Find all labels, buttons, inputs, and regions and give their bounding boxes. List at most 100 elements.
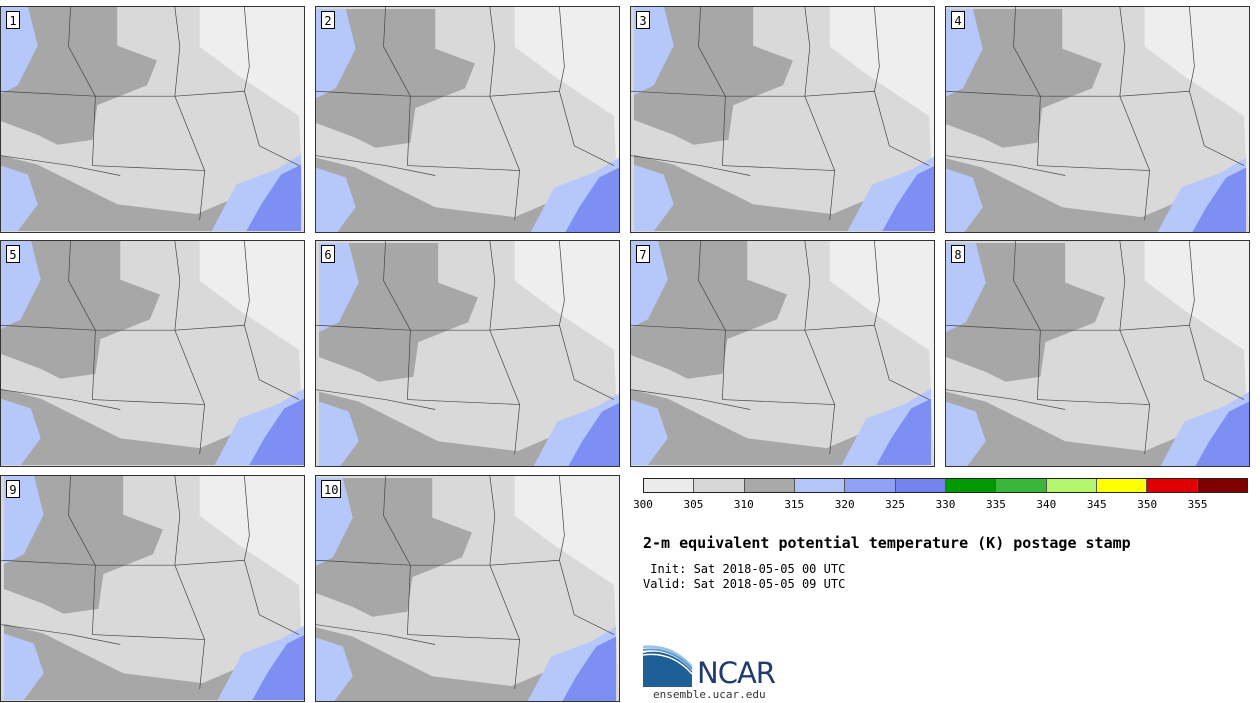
- state-boundary: [559, 7, 615, 166]
- colorbar-segment: [1147, 479, 1198, 492]
- state-boundary: [1, 324, 245, 331]
- field-region: [631, 399, 668, 466]
- state-boundary: [559, 476, 615, 635]
- state-boundary: [1013, 241, 1041, 400]
- plot-title: 2-m equivalent potential temperature (K)…: [643, 534, 1131, 552]
- member-label: 6: [321, 245, 335, 263]
- colorbar-segment: [644, 479, 695, 492]
- field-region: [633, 7, 674, 96]
- field-region: [633, 7, 793, 145]
- field-region: [876, 398, 932, 466]
- state-boundary: [698, 7, 726, 166]
- colorbar-segment: [1197, 479, 1247, 492]
- colorbar-segment: [1046, 479, 1097, 492]
- colorbar-tick-label: 330: [935, 498, 956, 511]
- state-boundary: [407, 634, 521, 690]
- state-boundary: [1, 155, 121, 176]
- state-boundary: [804, 7, 835, 171]
- field-region: [316, 477, 472, 617]
- field-region: [246, 164, 302, 232]
- state-boundary: [383, 241, 411, 400]
- map-field: [946, 241, 1249, 466]
- member-map-1: 1: [0, 6, 305, 233]
- colorbar-segment: [945, 479, 997, 492]
- map-field: [946, 7, 1249, 232]
- state-boundary: [316, 559, 560, 566]
- field-region: [568, 403, 619, 466]
- member-label: 1: [6, 11, 20, 29]
- member-map-4: 4: [945, 6, 1250, 233]
- field-region: [252, 635, 304, 701]
- field-region: [946, 168, 983, 232]
- member-label: 3: [636, 11, 650, 29]
- member-label: 10: [321, 480, 342, 498]
- state-boundary: [489, 476, 520, 640]
- field-region: [3, 476, 44, 565]
- colorbar-segment: [996, 479, 1047, 492]
- state-boundary: [722, 165, 836, 221]
- state-boundary: [489, 241, 520, 405]
- state-boundary: [946, 324, 1190, 331]
- member-map-3: 3: [630, 6, 935, 233]
- colorbar-segment: [694, 479, 745, 492]
- field-region: [1195, 401, 1249, 466]
- colorbar-tick-label: 345: [1086, 498, 1107, 511]
- state-boundary: [68, 7, 96, 166]
- colorbar-tick-label: 310: [733, 498, 754, 511]
- member-map-10: 10: [315, 475, 620, 702]
- state-boundary: [698, 241, 726, 400]
- member-label: 9: [6, 480, 20, 498]
- state-boundary: [946, 389, 1066, 410]
- ncar-logo-text: NCAR: [697, 656, 776, 690]
- field-region: [318, 242, 359, 333]
- field-region: [565, 167, 619, 232]
- colorbar: [643, 478, 1248, 493]
- map-field: [316, 241, 619, 466]
- field-region: [3, 633, 44, 701]
- field-region: [1, 241, 41, 330]
- map-field: [631, 7, 934, 232]
- field-region: [1, 398, 41, 466]
- member-map-7: 7: [630, 240, 935, 467]
- colorbar-tick-label: 320: [834, 498, 855, 511]
- state-boundary: [631, 389, 751, 410]
- state-boundary: [1013, 7, 1041, 166]
- state-boundary: [804, 241, 835, 405]
- map-field: [1, 241, 304, 466]
- state-boundary: [92, 399, 206, 455]
- field-region: [316, 8, 356, 99]
- field-region: [316, 8, 475, 148]
- member-label: 5: [6, 245, 20, 263]
- state-boundary: [1189, 241, 1245, 400]
- state-boundary: [383, 7, 411, 166]
- state-boundary: [92, 634, 206, 690]
- ncar-logo-icon: [642, 645, 693, 687]
- state-boundary: [244, 7, 300, 166]
- member-map-8: 8: [945, 240, 1250, 467]
- state-boundary: [946, 90, 1190, 97]
- member-label: 4: [951, 11, 965, 29]
- state-boundary: [1119, 241, 1150, 405]
- state-boundary: [946, 155, 1066, 176]
- field-region: [946, 242, 986, 333]
- init-time: Init: Sat 2018-05-05 00 UTC: [643, 562, 846, 576]
- colorbar-segment: [1096, 479, 1148, 492]
- map-field: [316, 7, 619, 232]
- state-boundary: [1, 624, 121, 645]
- map-field: [1, 476, 304, 701]
- colorbar-segment: [744, 479, 795, 492]
- field-region: [318, 401, 359, 466]
- state-boundary: [489, 7, 520, 171]
- state-boundary: [874, 7, 930, 166]
- state-boundary: [874, 241, 930, 400]
- state-boundary: [1, 559, 245, 566]
- state-boundary: [631, 90, 875, 97]
- state-boundary: [1037, 165, 1151, 221]
- field-region: [631, 241, 787, 379]
- field-region: [3, 476, 163, 614]
- colorbar-segment: [845, 479, 896, 492]
- colorbar-tick-label: 335: [985, 498, 1006, 511]
- colorbar-tick-label: 350: [1137, 498, 1158, 511]
- colorbar-tick-label: 315: [784, 498, 805, 511]
- colorbar-segment: [895, 479, 946, 492]
